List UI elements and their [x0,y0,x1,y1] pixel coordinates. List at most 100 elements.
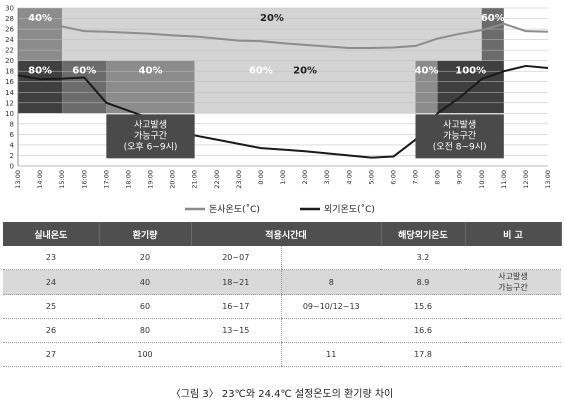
x-tick-label: 10:00 [478,170,486,189]
accident-label-line: (오전 8~9시) [433,141,487,152]
x-tick-label: 18:00 [124,170,132,189]
y-tick-label: 18 [5,68,14,76]
x-tick-label: 9:00 [456,170,464,185]
header-outside-temp: 해당외기온도 [381,222,466,246]
upper-band-1 [62,8,482,61]
upper-band-label: 40% [28,13,52,24]
table-row: 26 80 13~15 16.6 [3,318,561,343]
cell-outside: 15.6 [381,294,465,319]
cell-vent: 100 [99,342,191,367]
lower-band-4 [415,60,438,114]
lower-band-label: 60% [249,66,273,77]
y-tick-label: 26 [5,26,14,34]
accident-label-line: 가능구간 [134,130,167,141]
cell-time-a: 13~15 [191,318,281,343]
accident-label-line: 사고발생 [134,119,167,130]
cell-temp: 24 [3,269,99,295]
x-tick-label: 8:00 [434,170,442,185]
ventilation-table: 실내온도 환기량 적용시간대 해당외기온도 비 고 23 20 20~07 3.2 24… [3,222,562,367]
cell-time-b: 11 [280,342,381,367]
lower-band-label: 20% [293,66,317,77]
cell-temp: 27 [3,342,99,367]
table-row: 27 100 11 17.8 [3,342,561,367]
y-tick-label: 28 [5,15,14,23]
cell-temp: 23 [3,246,99,270]
y-tick-label: 4 [10,141,15,149]
lower-band-1 [62,60,107,114]
cell-time-a: 20~07 [191,246,281,270]
lower-band-2 [106,60,195,114]
x-tick-label: 14:00 [36,170,44,189]
accident-label-line: 가능구간 [443,130,476,141]
x-tick-label: 4:00 [345,170,353,185]
series-line-0 [17,22,549,50]
cell-note [465,342,561,367]
cell-time-a: 18~21 [191,269,281,295]
upper-band-label: 60% [481,13,505,24]
upper-band-0 [18,8,63,61]
header-indoor-temp: 실내온도 [3,222,100,246]
cell-outside: 3.2 [381,246,465,270]
table-header-row: 실내온도 환기량 적용시간대 해당외기온도 비 고 [3,222,562,246]
x-tick-label: 16:00 [80,170,88,189]
table-row: 25 60 16~17 09~10/12~13 15.6 [3,294,561,319]
y-tick-label: 6 [10,131,15,139]
x-tick-label: 11:00 [500,170,508,189]
x-tick-label: 0:00 [257,170,265,185]
table-row: 23 20 20~07 3.2 [3,246,561,270]
legend-label-1: 외기온도(˚C) [324,203,375,215]
cell-note [465,294,561,319]
lower-band-label: 40% [139,66,163,77]
legend-label-0: 돈사온도(˚C) [209,204,260,215]
y-tick-label: 22 [5,47,14,55]
accident-label-line: (오후 6~9시) [124,141,178,152]
x-tick-label: 19:00 [147,170,155,189]
y-tick-label: 16 [5,78,14,86]
lower-band-3 [194,60,416,114]
legend: 돈사온도(˚C) 외기온도(˚C) [185,203,375,215]
cell-note: 사고발생 가능구간 [465,269,561,295]
header-time-range: 적용시간대 [191,222,382,246]
accident-label-line: 사고발생 [443,119,476,130]
x-axis: 13:00 14:00 15:00 16:00 17:00 18:00 19:00 20:00… [14,170,552,189]
y-tick-label: 24 [5,36,14,44]
x-tick-label: 21:00 [191,170,199,189]
upper-band-label: 20% [260,13,284,24]
x-tick-label: 1:00 [279,170,287,185]
y-tick-label: 10 [5,110,14,118]
x-tick-label: 20:00 [169,170,177,189]
header-ventilation: 환기량 [99,222,192,246]
x-tick-label: 17:00 [102,170,110,189]
accident-box-0 [106,114,195,159]
y-tick-label: 14 [5,89,14,97]
cell-temp: 25 [3,294,99,319]
cell-time-b [280,318,381,343]
x-tick-label: 15:00 [58,170,66,189]
cell-note [465,246,561,270]
header-note: 비 고 [465,222,562,246]
series-line-1 [17,64,549,159]
x-tick-label: 12:00 [522,170,530,189]
x-tick-label: 3:00 [323,170,331,185]
x-tick-label: 13:00 [14,170,22,189]
x-tick-label: 6:00 [389,170,397,185]
cell-note [465,318,561,343]
cell-time-b [280,246,381,270]
cell-time-a [191,342,281,367]
cell-vent: 60 [99,294,191,319]
cell-temp: 26 [3,318,99,343]
y-tick-label: 8 [10,120,14,128]
series-lines [17,22,549,159]
lower-band-label: 40% [415,66,439,77]
upper-band-2 [481,8,504,61]
figure-caption: 〈그림 3〉 23℃와 24.4℃ 설정온도의 환기량 차이 [170,389,394,400]
x-tick-label: 22:00 [213,170,221,189]
lower-band-label: 80% [28,66,52,77]
y-tick-label: 12 [5,99,14,107]
accident-box-1 [415,114,504,159]
x-tick-label: 5:00 [367,170,375,185]
table-row: 24 40 18~21 8 8.9 사고발생 가능구간 [3,269,561,295]
x-tick-label: 7:00 [412,170,420,185]
